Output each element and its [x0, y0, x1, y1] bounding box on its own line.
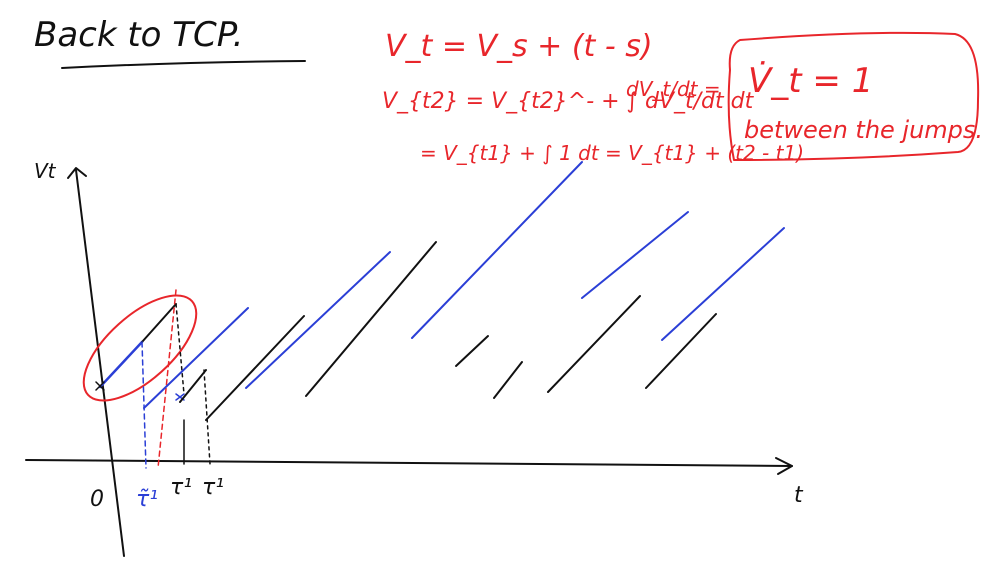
- black-line-7: [645, 313, 717, 389]
- equation-line-2: V_{t2} = V_{t2}^- + ∫ dV_t/dt dt: [382, 89, 755, 114]
- blue-line-3: [411, 161, 583, 339]
- black-dashed-drop-1: [175, 303, 185, 395]
- black-line-5: [493, 361, 523, 399]
- x-axis-label: t: [794, 483, 804, 508]
- equation-line-1: V_t = V_s + (t - s): [385, 29, 653, 64]
- tau-label-1: τ¹: [170, 475, 192, 500]
- x-axis-arrow: [775, 457, 793, 475]
- tau-label-2: τ¹: [202, 475, 224, 500]
- tau-tilde-label: τ̃¹: [136, 487, 158, 512]
- black-line-2: [205, 315, 305, 421]
- black-line-1: [179, 369, 207, 403]
- title-underline: [61, 60, 306, 69]
- blue-line-1: [143, 307, 249, 409]
- red-dashed-drop: [157, 289, 177, 469]
- black-initial-segment: [141, 303, 177, 343]
- black-line-4: [455, 335, 489, 367]
- blue-line-4: [581, 211, 689, 299]
- title-text: Back to TCP.: [34, 15, 243, 55]
- blue-line-5: [661, 227, 785, 341]
- x-axis: [25, 459, 793, 467]
- blue-initial-segment: [98, 340, 144, 389]
- box-note: between the jumps.: [744, 116, 983, 144]
- highlight-box: [727, 31, 980, 161]
- box-formula: V̇_t = 1: [748, 61, 873, 101]
- blue-line-2: [245, 251, 391, 389]
- y-axis-arrow: [67, 167, 87, 179]
- red-ellipse: [82, 294, 198, 402]
- blue-dashed-drop: [141, 341, 147, 469]
- black-dashed-drop-2: [203, 369, 211, 465]
- equation-line-3: = V_{t1} + ∫ 1 dt = V_{t1} + (t2 - t1): [420, 141, 804, 165]
- y-axis: [75, 169, 125, 557]
- origin-label: 0: [90, 487, 104, 512]
- black-line-6: [547, 295, 641, 393]
- equation-derivative: dV_t/dt =: [626, 77, 721, 101]
- start-cross-mark: [95, 381, 105, 391]
- black-line-3: [305, 241, 437, 397]
- y-axis-label: Vt: [34, 159, 57, 183]
